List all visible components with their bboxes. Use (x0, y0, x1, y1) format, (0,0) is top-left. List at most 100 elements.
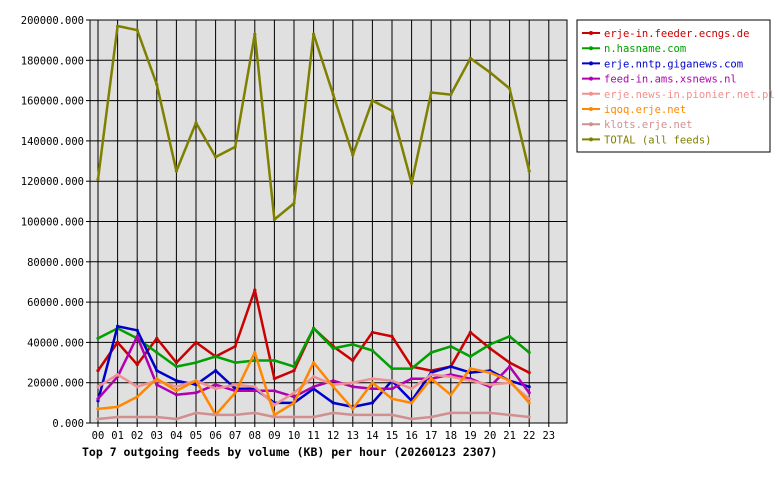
data-point (174, 169, 178, 173)
data-point (370, 387, 374, 391)
data-point (331, 401, 335, 405)
y-tick-label: 60000.000 (27, 297, 84, 309)
legend-marker (589, 46, 593, 51)
x-tick-label: 12 (327, 430, 340, 442)
data-point (488, 411, 492, 415)
data-point (214, 354, 218, 359)
data-point (468, 379, 472, 383)
data-point (410, 401, 414, 405)
data-point (312, 326, 316, 330)
data-point (214, 387, 218, 391)
x-tick-label: 18 (444, 430, 457, 442)
data-point (468, 411, 472, 415)
legend-marker (589, 122, 593, 127)
y-tick-label: 0.000 (52, 418, 84, 430)
data-point (331, 411, 335, 415)
data-point (292, 415, 296, 419)
data-point (527, 385, 531, 389)
data-point (194, 340, 198, 344)
data-point (155, 377, 159, 381)
y-tick-label: 20000.000 (27, 378, 84, 390)
data-point (370, 330, 374, 334)
data-point (429, 373, 433, 377)
data-point (292, 395, 296, 399)
x-tick-label: 06 (209, 430, 222, 442)
x-tick-label: 02 (131, 430, 144, 442)
data-point (272, 403, 276, 407)
data-point (174, 385, 178, 389)
data-point (429, 415, 433, 419)
data-point (527, 391, 531, 395)
data-point (370, 348, 374, 353)
data-point (116, 405, 120, 409)
data-point (96, 369, 100, 373)
data-point (351, 385, 355, 389)
data-point (96, 417, 100, 421)
legend-marker (589, 107, 593, 111)
data-point (135, 362, 139, 367)
series-lines (96, 24, 531, 421)
legend-marker (589, 91, 593, 96)
data-point (410, 387, 414, 391)
data-point (390, 387, 394, 391)
data-point (233, 145, 237, 149)
data-point (96, 385, 100, 389)
data-point (116, 24, 120, 28)
x-tick-label: 03 (150, 430, 163, 442)
y-tick-label: 40000.000 (27, 337, 84, 349)
y-tick-label: 120000.000 (21, 176, 84, 188)
x-tick-label: 14 (366, 430, 379, 442)
data-point (508, 364, 512, 369)
x-tick-label: 16 (405, 430, 418, 442)
x-tick-label: 20 (484, 430, 497, 442)
data-point (390, 334, 394, 338)
legend-label: TOTAL (all feeds) (604, 134, 711, 146)
data-point (174, 364, 178, 369)
data-point (351, 413, 355, 417)
data-point (370, 99, 374, 103)
data-point (155, 383, 159, 387)
data-point (312, 375, 316, 379)
data-point (233, 344, 237, 349)
data-point (410, 417, 414, 421)
data-point (468, 371, 472, 375)
y-tick-label: 180000.000 (21, 55, 84, 67)
data-point (233, 391, 237, 395)
data-point (292, 401, 296, 405)
data-point (508, 413, 512, 417)
data-point (174, 379, 178, 383)
data-point (214, 155, 218, 159)
data-point (214, 383, 218, 387)
y-tick-label: 200000.000 (21, 15, 84, 27)
data-point (508, 360, 512, 365)
data-point (312, 415, 316, 419)
legend-marker (589, 137, 593, 142)
x-tick-label: 10 (288, 430, 301, 442)
data-point (233, 413, 237, 417)
data-point (468, 330, 472, 334)
x-tick-label: 09 (268, 430, 281, 442)
data-point (174, 389, 178, 393)
legend-label: erje.nntp.giganews.com (604, 58, 743, 70)
data-point (135, 328, 139, 332)
data-point (331, 385, 335, 389)
data-point (96, 336, 100, 340)
data-point (292, 201, 296, 205)
legend: erje-in.feeder.ecngs.de n.hasname.com erje… (576, 19, 775, 153)
legend-label: n.hasname.com (604, 43, 686, 55)
data-point (253, 350, 257, 355)
x-tick-label: 00 (92, 430, 105, 442)
data-point (116, 373, 120, 377)
data-point (527, 371, 531, 375)
data-point (390, 109, 394, 113)
data-point (508, 379, 512, 383)
data-point (410, 366, 414, 371)
x-tick-label: 01 (111, 430, 124, 442)
x-tick-label: 22 (523, 430, 536, 442)
x-tick-label: 04 (170, 430, 183, 442)
data-point (253, 32, 257, 36)
data-point (135, 385, 139, 389)
data-point (96, 397, 100, 401)
data-point (370, 381, 374, 385)
data-point (429, 90, 433, 95)
